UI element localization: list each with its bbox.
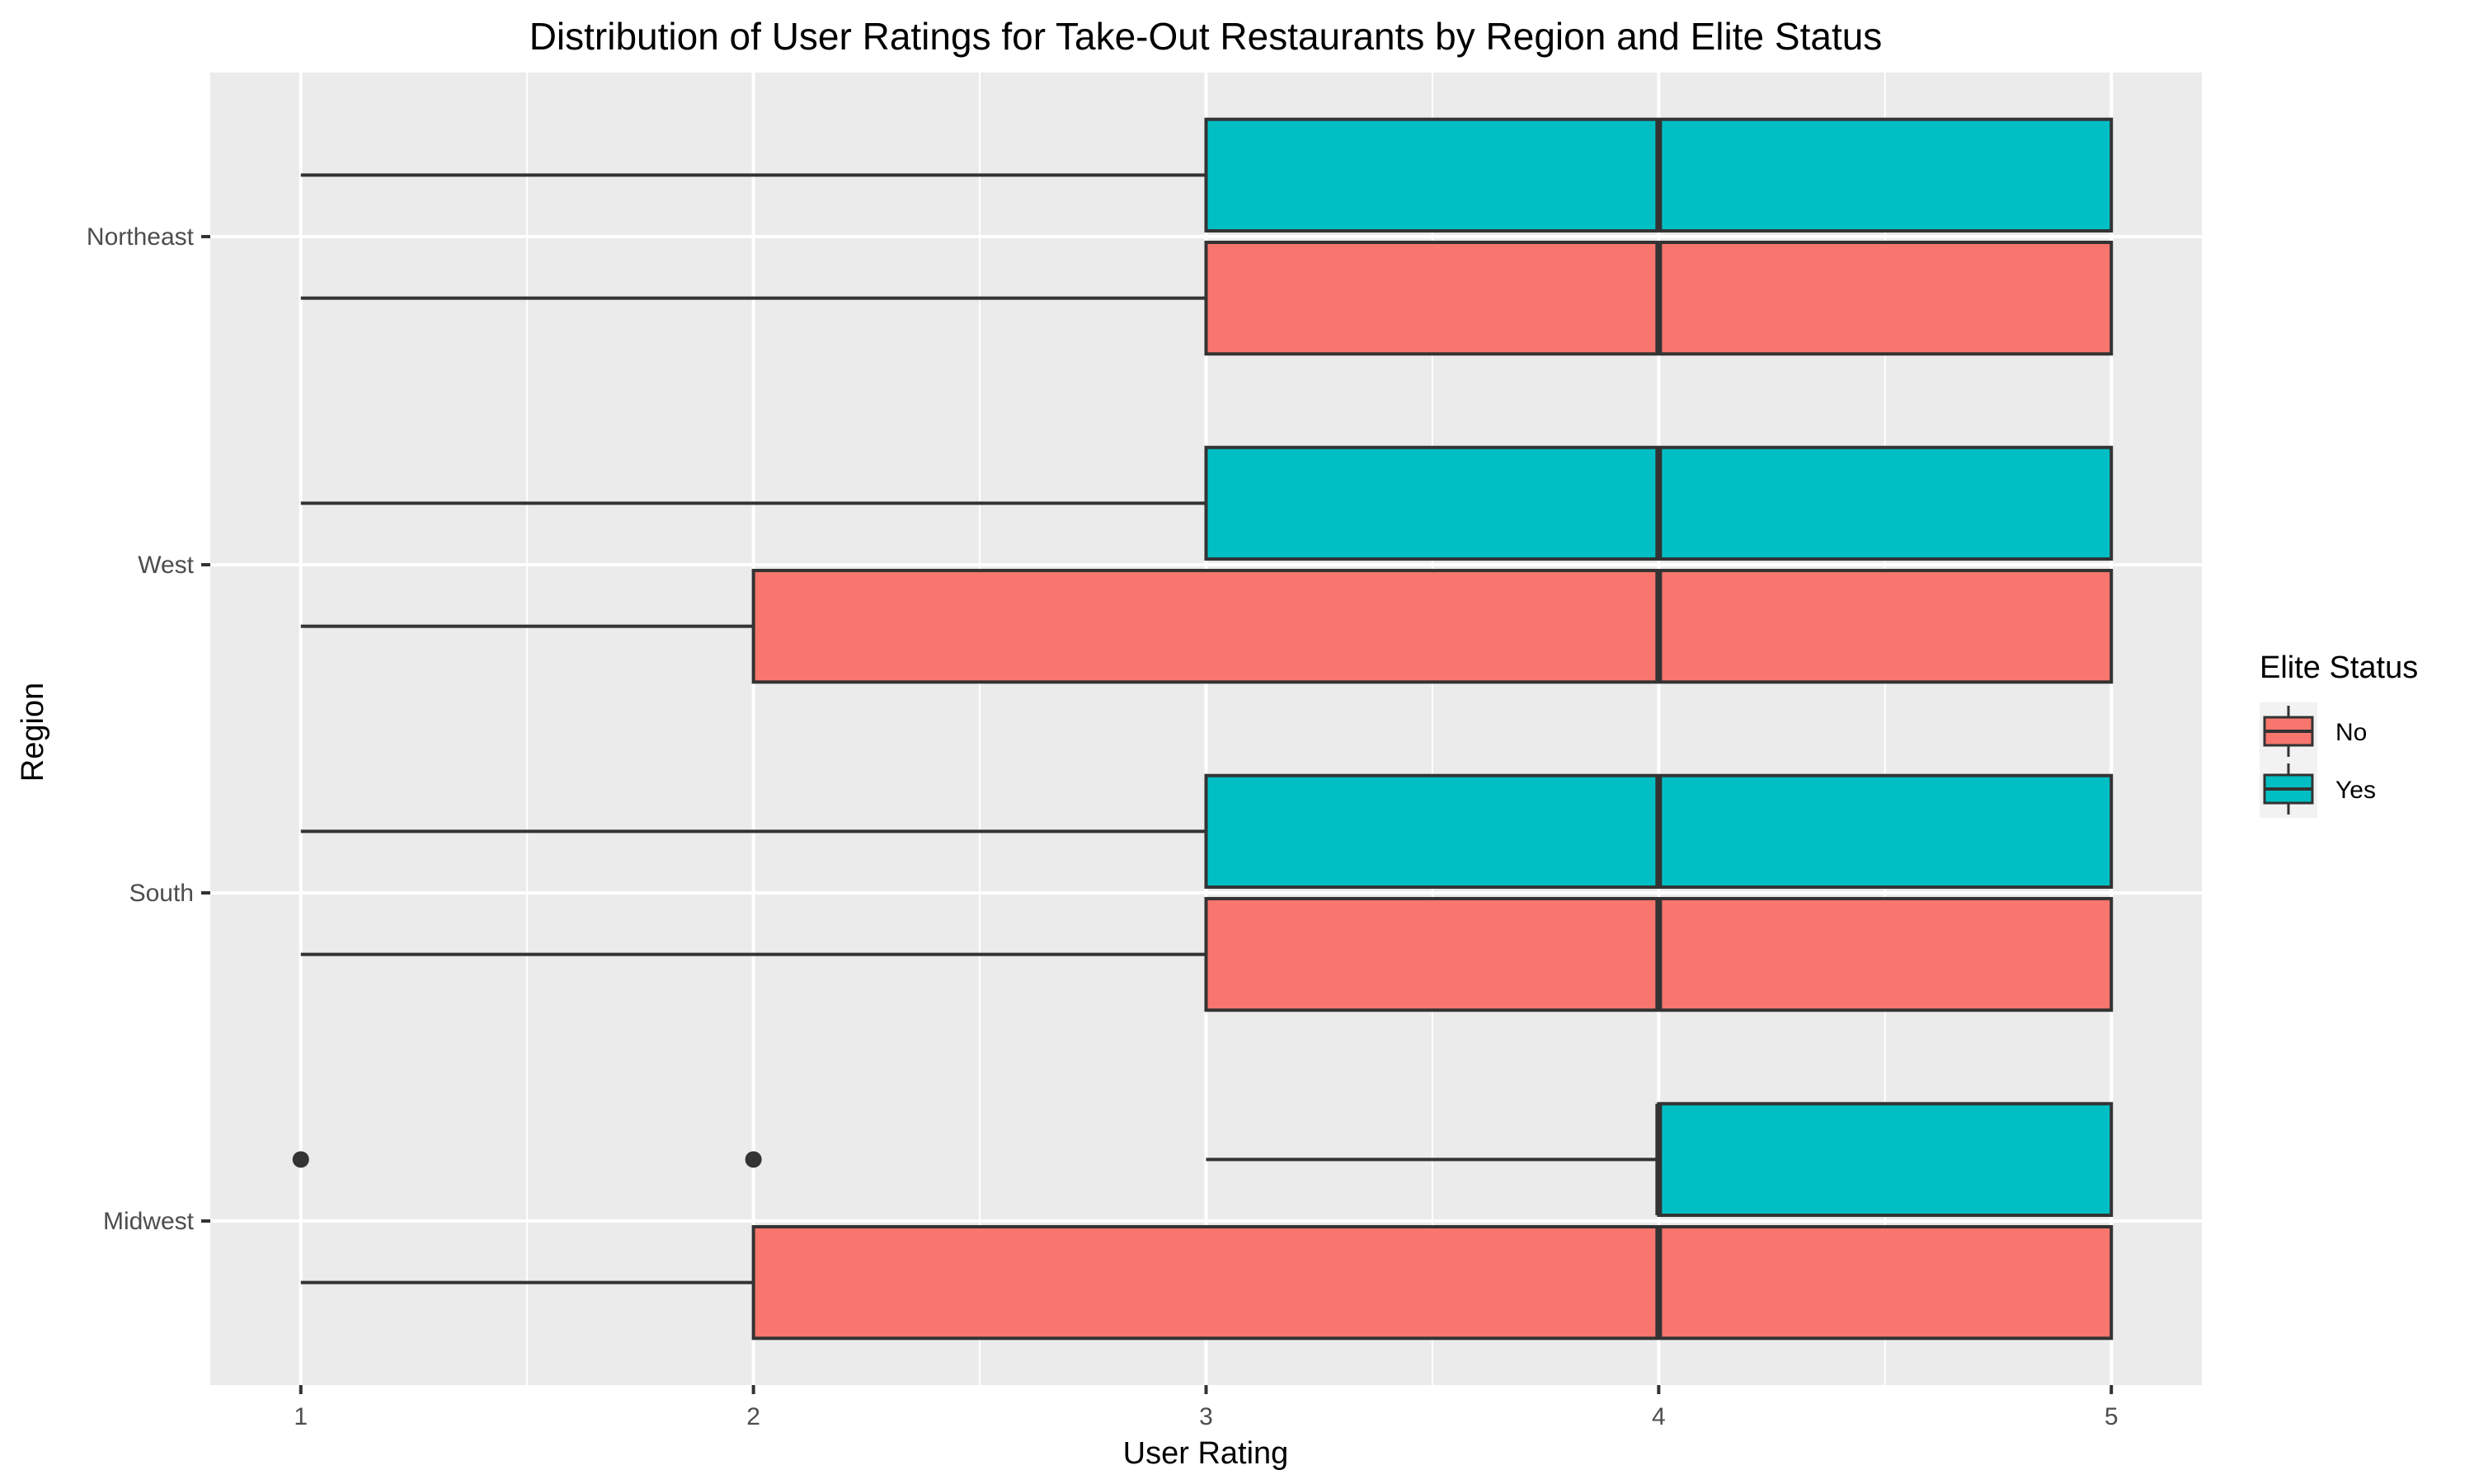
- legend-item-yes: Yes: [2263, 763, 2376, 815]
- x-tick-label: 5: [2105, 1403, 2119, 1430]
- x-axis-title: User Rating: [1123, 1436, 1289, 1471]
- x-tick-label: 3: [1199, 1403, 1213, 1430]
- box-midwest-no: [300, 1224, 2114, 1341]
- boxes: [292, 117, 2114, 1341]
- box-south-no: [300, 896, 2114, 1012]
- legend-label: No: [2335, 719, 2367, 746]
- y-tick-label: South: [129, 880, 194, 907]
- y-tick-label: Midwest: [103, 1208, 195, 1235]
- legend-item-no: No: [2263, 706, 2367, 757]
- box-iqr: [1657, 1101, 2114, 1218]
- axis-ticks: 1 2 3 4 5 Midwest South West Northeast: [87, 223, 2119, 1430]
- x-tick-label: 4: [1652, 1403, 1666, 1430]
- legend-title: Elite Status: [2260, 650, 2418, 685]
- box-south-yes: [300, 773, 2114, 890]
- box-iqr: [751, 1224, 2114, 1341]
- box-midwest-yes: [292, 1101, 2114, 1218]
- legend-items: No Yes: [2260, 702, 2376, 818]
- y-tick-label: Northeast: [87, 223, 195, 251]
- x-tick-label: 1: [294, 1403, 308, 1430]
- chart-title: Distribution of User Ratings for Take-Ou…: [529, 15, 1883, 58]
- outlier-point: [292, 1151, 309, 1168]
- box-west-yes: [300, 445, 2114, 561]
- box-northeast-yes: [300, 117, 2114, 233]
- box-northeast-no: [300, 240, 2114, 356]
- y-axis-title: Region: [16, 683, 50, 782]
- legend: Elite Status No Yes: [2260, 650, 2418, 818]
- x-tick-label: 2: [746, 1403, 760, 1430]
- legend-label: Yes: [2335, 777, 2376, 804]
- box-iqr: [751, 568, 2114, 684]
- outlier-point: [745, 1151, 762, 1168]
- box-west-no: [300, 568, 2114, 684]
- y-tick-label: West: [138, 552, 194, 579]
